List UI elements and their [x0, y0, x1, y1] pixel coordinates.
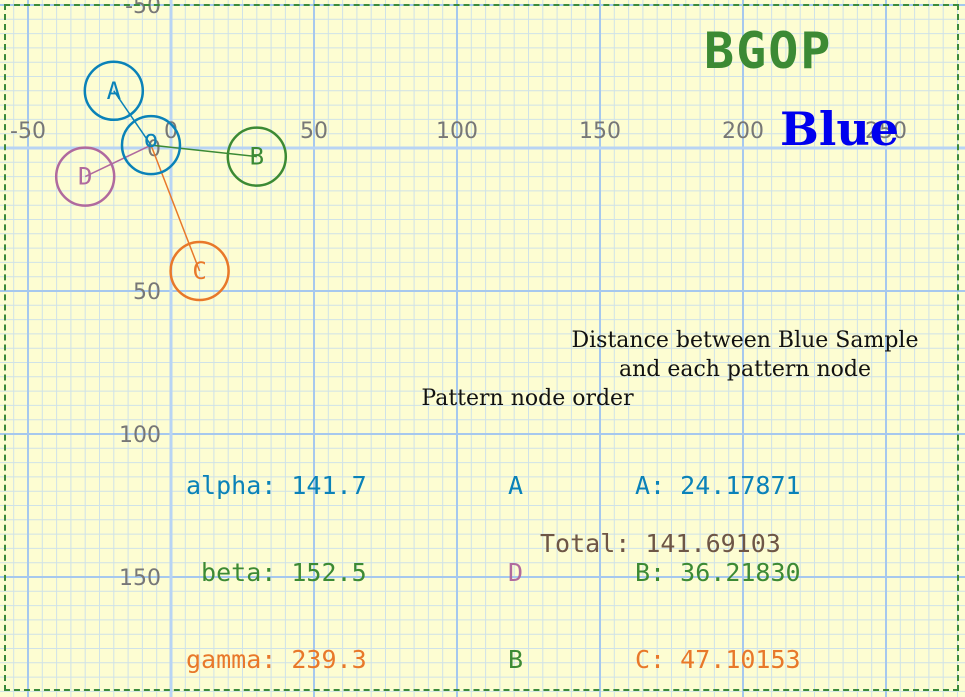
distance-line-c: [150, 144, 201, 272]
total-value: 141.69103: [645, 529, 781, 558]
logo: BGOP: [704, 22, 833, 80]
weight-value: 152.5: [291, 558, 367, 587]
sample-marker: o: [144, 125, 158, 153]
distance-row: C: 47.10153: [635, 645, 801, 674]
order-list: A D B C: [508, 413, 568, 697]
y-tick-label: 100: [119, 423, 161, 448]
distance-line-d: [84, 144, 152, 178]
distances-list: A: 24.17871 B: 36.21830 C: 47.10153 D: 3…: [635, 413, 801, 697]
x-tick-label: -50: [10, 119, 46, 144]
sample-title: Blue: [780, 102, 900, 156]
x-tick-label: 250: [865, 119, 907, 144]
distance-caption-line2: and each pattern node: [618, 357, 872, 382]
weights-list: alpha: 141.7 beta: 152.5 gamma: 239.3 de…: [186, 413, 367, 697]
total-row: Total: 141.69103: [540, 529, 781, 558]
weight-value: 239.3: [291, 645, 367, 674]
distance-line-a: [113, 90, 152, 146]
weight-label: beta:: [186, 558, 277, 587]
distance-value: 47.10153: [680, 645, 801, 674]
node-circle-b: [226, 126, 288, 187]
distance-row: B: 36.21830: [635, 558, 801, 587]
weight-value: 141.7: [291, 471, 367, 500]
node-label-c: C: [192, 257, 206, 285]
weight-row: beta: 152.5: [186, 558, 367, 587]
x-tick-label: 0: [164, 119, 178, 144]
x-tick-label: 150: [579, 119, 621, 144]
order-item: A: [508, 471, 524, 500]
x-tick-label: 50: [300, 119, 328, 144]
weight-label: alpha:: [186, 471, 277, 500]
distance-caption-line1: Distance between Blue Sample: [571, 328, 919, 353]
sample-circle: [120, 114, 182, 176]
weight-label: gamma:: [186, 645, 277, 674]
node-circle-c: [169, 240, 230, 302]
order-item: B: [508, 645, 524, 674]
node-label-a: A: [107, 77, 122, 105]
x-tick-label: 100: [436, 119, 478, 144]
node-label-b: B: [250, 143, 264, 171]
order-item: D: [508, 558, 524, 587]
distance-row: A: 24.17871: [635, 471, 801, 500]
y-tick-label: 150: [119, 566, 161, 591]
order-caption: Pattern node order: [421, 386, 634, 411]
y-tick-label: -50: [125, 0, 161, 19]
distance-label: C:: [635, 645, 666, 674]
node-circle-a: [83, 60, 145, 122]
distance-label: B:: [635, 558, 666, 587]
distance-value: 24.17871: [680, 471, 801, 500]
node-circle-d: [54, 146, 116, 207]
weight-row: alpha: 141.7: [186, 471, 367, 500]
y-tick-label: 50: [133, 280, 161, 305]
weight-row: gamma: 239.3: [186, 645, 367, 674]
x-tick-label: 200: [722, 119, 764, 144]
node-label-d: D: [78, 163, 92, 191]
total-label: Total:: [540, 529, 631, 558]
distance-line-b: [150, 144, 257, 158]
distance-value: 36.21830: [680, 558, 801, 587]
distance-label: A:: [635, 471, 666, 500]
